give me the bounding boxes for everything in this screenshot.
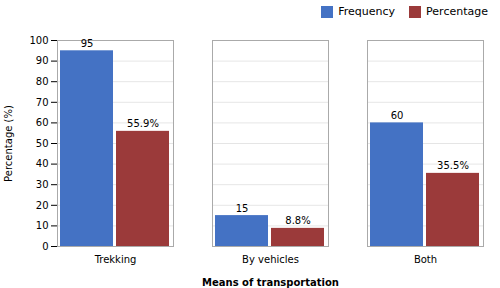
svg-text:Trekking: Trekking (94, 254, 137, 265)
svg-text:15: 15 (236, 203, 249, 214)
svg-text:70: 70 (36, 97, 49, 108)
svg-text:10: 10 (36, 220, 49, 231)
svg-text:By vehicles: By vehicles (242, 254, 299, 265)
svg-text:40: 40 (36, 158, 49, 169)
svg-text:60: 60 (36, 117, 49, 128)
html-text:Percentage: Percentage (426, 4, 488, 18)
svg-text:35.5%: 35.5% (437, 160, 469, 171)
svg-text:50: 50 (36, 138, 49, 149)
svg-text:0: 0 (42, 241, 48, 252)
svg-text:Both: Both (414, 254, 437, 265)
svg-text:Means of transportation: Means of transportation (202, 277, 339, 288)
svg-text:60: 60 (391, 110, 404, 121)
svg-text:100: 100 (29, 35, 48, 46)
svg-text:55.9%: 55.9% (127, 118, 159, 129)
svg-text:90: 90 (36, 55, 49, 66)
html-text:Frequency: Frequency (338, 4, 396, 18)
svg-text:20: 20 (36, 200, 49, 211)
svg-text:95: 95 (81, 38, 94, 49)
svg-text:80: 80 (36, 76, 49, 87)
svg-text:Percentage (%): Percentage (%) (3, 105, 14, 182)
svg-text:8.8%: 8.8% (285, 215, 310, 226)
svg-text:30: 30 (36, 179, 49, 190)
